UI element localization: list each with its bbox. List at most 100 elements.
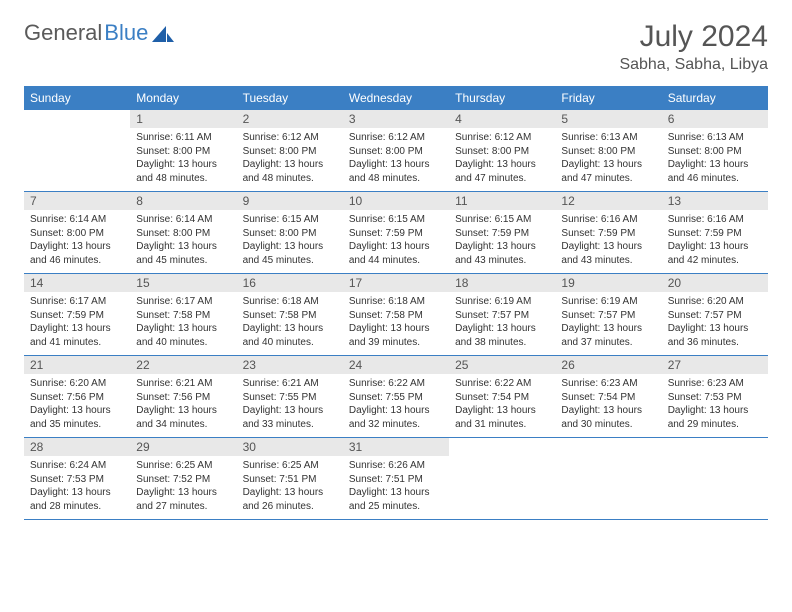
day-number: 24	[343, 356, 449, 374]
day-sunrise: Sunrise: 6:22 AM	[455, 377, 549, 391]
day-sunrise: Sunrise: 6:23 AM	[561, 377, 655, 391]
day-daylight2: and 26 minutes.	[243, 500, 337, 514]
calendar-cell: 26Sunrise: 6:23 AMSunset: 7:54 PMDayligh…	[555, 356, 661, 438]
day-daylight2: and 33 minutes.	[243, 418, 337, 432]
day-number: 3	[343, 110, 449, 128]
day-daylight1: Daylight: 13 hours	[30, 404, 124, 418]
calendar-row: 28Sunrise: 6:24 AMSunset: 7:53 PMDayligh…	[24, 438, 768, 520]
day-sunrise: Sunrise: 6:16 AM	[561, 213, 655, 227]
day-daylight2: and 46 minutes.	[668, 172, 762, 186]
day-daylight1: Daylight: 13 hours	[455, 322, 549, 336]
day-daylight1: Daylight: 13 hours	[136, 322, 230, 336]
day-number: 6	[662, 110, 768, 128]
day-sunset: Sunset: 8:00 PM	[561, 145, 655, 159]
dayhead-sat: Saturday	[662, 86, 768, 110]
day-body: Sunrise: 6:22 AMSunset: 7:54 PMDaylight:…	[449, 374, 555, 437]
calendar-cell: 22Sunrise: 6:21 AMSunset: 7:56 PMDayligh…	[130, 356, 236, 438]
day-daylight2: and 46 minutes.	[30, 254, 124, 268]
day-body: Sunrise: 6:23 AMSunset: 7:54 PMDaylight:…	[555, 374, 661, 437]
day-daylight1: Daylight: 13 hours	[561, 240, 655, 254]
day-sunrise: Sunrise: 6:21 AM	[243, 377, 337, 391]
dayhead-mon: Monday	[130, 86, 236, 110]
calendar-cell: 15Sunrise: 6:17 AMSunset: 7:58 PMDayligh…	[130, 274, 236, 356]
day-body: Sunrise: 6:16 AMSunset: 7:59 PMDaylight:…	[662, 210, 768, 273]
day-sunrise: Sunrise: 6:21 AM	[136, 377, 230, 391]
calendar-row: 14Sunrise: 6:17 AMSunset: 7:59 PMDayligh…	[24, 274, 768, 356]
day-number: 25	[449, 356, 555, 374]
day-sunset: Sunset: 7:58 PM	[349, 309, 443, 323]
dayhead-wed: Wednesday	[343, 86, 449, 110]
day-daylight2: and 48 minutes.	[243, 172, 337, 186]
location-text: Sabha, Sabha, Libya	[619, 56, 768, 74]
day-body: Sunrise: 6:19 AMSunset: 7:57 PMDaylight:…	[555, 292, 661, 355]
day-sunset: Sunset: 7:58 PM	[243, 309, 337, 323]
calendar-cell: 2Sunrise: 6:12 AMSunset: 8:00 PMDaylight…	[237, 110, 343, 192]
day-body: Sunrise: 6:21 AMSunset: 7:56 PMDaylight:…	[130, 374, 236, 437]
dayhead-thu: Thursday	[449, 86, 555, 110]
day-number: 27	[662, 356, 768, 374]
day-header-row: Sunday Monday Tuesday Wednesday Thursday…	[24, 86, 768, 110]
day-body: Sunrise: 6:16 AMSunset: 7:59 PMDaylight:…	[555, 210, 661, 273]
day-body: Sunrise: 6:13 AMSunset: 8:00 PMDaylight:…	[662, 128, 768, 191]
calendar-cell: 14Sunrise: 6:17 AMSunset: 7:59 PMDayligh…	[24, 274, 130, 356]
day-number: 2	[237, 110, 343, 128]
calendar-cell: 27Sunrise: 6:23 AMSunset: 7:53 PMDayligh…	[662, 356, 768, 438]
day-sunset: Sunset: 7:58 PM	[136, 309, 230, 323]
day-daylight2: and 45 minutes.	[243, 254, 337, 268]
day-sunset: Sunset: 8:00 PM	[455, 145, 549, 159]
day-daylight2: and 45 minutes.	[136, 254, 230, 268]
day-sunset: Sunset: 7:55 PM	[243, 391, 337, 405]
day-sunrise: Sunrise: 6:13 AM	[561, 131, 655, 145]
day-daylight2: and 41 minutes.	[30, 336, 124, 350]
calendar-row: 21Sunrise: 6:20 AMSunset: 7:56 PMDayligh…	[24, 356, 768, 438]
day-sunrise: Sunrise: 6:17 AM	[30, 295, 124, 309]
day-number: 31	[343, 438, 449, 456]
calendar-cell: 6Sunrise: 6:13 AMSunset: 8:00 PMDaylight…	[662, 110, 768, 192]
day-sunrise: Sunrise: 6:25 AM	[243, 459, 337, 473]
day-daylight1: Daylight: 13 hours	[243, 404, 337, 418]
day-number: 4	[449, 110, 555, 128]
day-body: Sunrise: 6:11 AMSunset: 8:00 PMDaylight:…	[130, 128, 236, 191]
day-sunrise: Sunrise: 6:11 AM	[136, 131, 230, 145]
calendar-cell: 29Sunrise: 6:25 AMSunset: 7:52 PMDayligh…	[130, 438, 236, 520]
day-daylight2: and 48 minutes.	[349, 172, 443, 186]
day-body: Sunrise: 6:12 AMSunset: 8:00 PMDaylight:…	[237, 128, 343, 191]
day-number: 17	[343, 274, 449, 292]
day-daylight1: Daylight: 13 hours	[561, 322, 655, 336]
day-sunset: Sunset: 7:54 PM	[561, 391, 655, 405]
day-body: Sunrise: 6:19 AMSunset: 7:57 PMDaylight:…	[449, 292, 555, 355]
calendar-cell: 10Sunrise: 6:15 AMSunset: 7:59 PMDayligh…	[343, 192, 449, 274]
day-body: Sunrise: 6:14 AMSunset: 8:00 PMDaylight:…	[24, 210, 130, 273]
day-number: 28	[24, 438, 130, 456]
calendar-cell: 13Sunrise: 6:16 AMSunset: 7:59 PMDayligh…	[662, 192, 768, 274]
day-daylight2: and 25 minutes.	[349, 500, 443, 514]
calendar-cell	[24, 110, 130, 192]
day-daylight2: and 48 minutes.	[136, 172, 230, 186]
month-title: July 2024	[619, 20, 768, 54]
day-body: Sunrise: 6:15 AMSunset: 7:59 PMDaylight:…	[343, 210, 449, 273]
day-daylight1: Daylight: 13 hours	[243, 322, 337, 336]
day-number: 11	[449, 192, 555, 210]
day-daylight1: Daylight: 13 hours	[30, 322, 124, 336]
day-sunset: Sunset: 7:57 PM	[455, 309, 549, 323]
logo-text-2: Blue	[104, 20, 148, 46]
day-daylight2: and 39 minutes.	[349, 336, 443, 350]
day-daylight1: Daylight: 13 hours	[243, 158, 337, 172]
day-sunrise: Sunrise: 6:15 AM	[349, 213, 443, 227]
day-sunrise: Sunrise: 6:20 AM	[668, 295, 762, 309]
calendar-cell: 7Sunrise: 6:14 AMSunset: 8:00 PMDaylight…	[24, 192, 130, 274]
day-daylight2: and 43 minutes.	[561, 254, 655, 268]
day-body: Sunrise: 6:12 AMSunset: 8:00 PMDaylight:…	[449, 128, 555, 191]
day-sunset: Sunset: 7:59 PM	[455, 227, 549, 241]
day-number: 13	[662, 192, 768, 210]
day-daylight1: Daylight: 13 hours	[349, 486, 443, 500]
calendar-cell: 16Sunrise: 6:18 AMSunset: 7:58 PMDayligh…	[237, 274, 343, 356]
day-number: 15	[130, 274, 236, 292]
day-body: Sunrise: 6:15 AMSunset: 8:00 PMDaylight:…	[237, 210, 343, 273]
calendar-cell: 11Sunrise: 6:15 AMSunset: 7:59 PMDayligh…	[449, 192, 555, 274]
dayhead-sun: Sunday	[24, 86, 130, 110]
day-number: 22	[130, 356, 236, 374]
day-daylight2: and 43 minutes.	[455, 254, 549, 268]
calendar-page: GeneralBlue July 2024 Sabha, Sabha, Liby…	[0, 0, 792, 540]
day-number: 26	[555, 356, 661, 374]
